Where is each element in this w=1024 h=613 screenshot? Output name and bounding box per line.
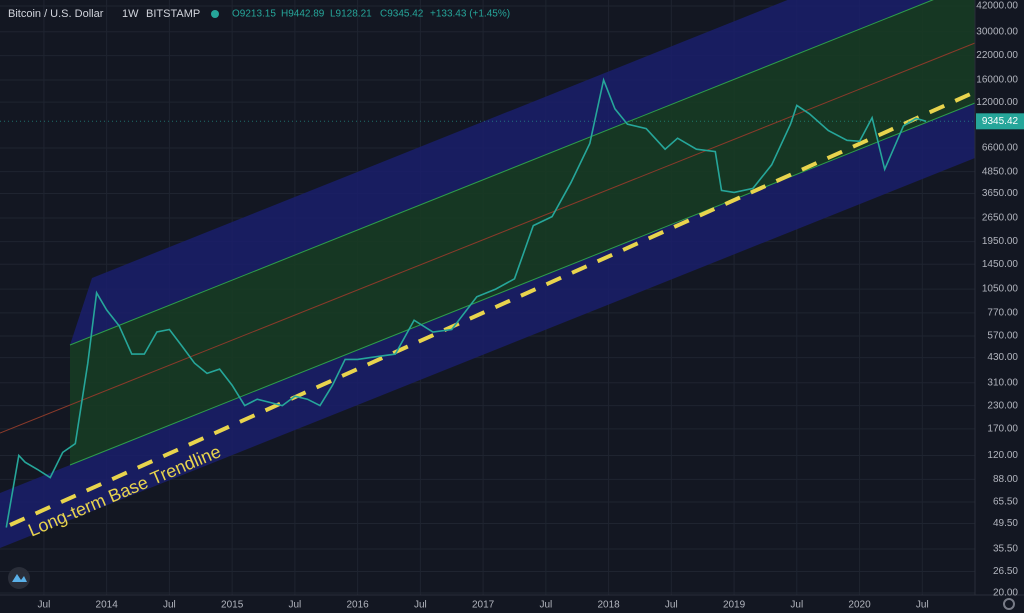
y-tick-label: 26.50 xyxy=(993,566,1018,577)
y-tick-label: 1950.00 xyxy=(982,236,1019,247)
y-tick-label: 88.00 xyxy=(993,474,1018,485)
trendline xyxy=(9,90,976,527)
x-tick-label: 2015 xyxy=(221,600,244,611)
y-tick-label: 170.00 xyxy=(987,423,1018,434)
y-tick-label: 12000.00 xyxy=(976,97,1018,108)
y-tick-label: 3650.00 xyxy=(982,188,1019,199)
logo-icon xyxy=(12,574,27,582)
y-tick-label: 430.00 xyxy=(987,352,1018,363)
x-tick-label: 2020 xyxy=(848,600,871,611)
y-tick-label: 65.50 xyxy=(993,497,1018,508)
y-tick-label: 22000.00 xyxy=(976,50,1018,61)
ohlc-change: +133.43 (+1.45%) xyxy=(430,9,510,20)
y-tick-label: 35.50 xyxy=(993,544,1018,555)
status-dot xyxy=(211,10,219,18)
y-tick-label: 1050.00 xyxy=(982,284,1019,295)
y-tick-label: 120.00 xyxy=(987,450,1018,461)
exchange: BITSTAMP xyxy=(146,8,200,20)
y-tick-label: 770.00 xyxy=(987,308,1018,319)
x-tick-label: Jul xyxy=(665,600,678,611)
x-tick-label: Jul xyxy=(790,600,803,611)
ohlc-open: O9213.15 xyxy=(232,9,276,20)
y-tick-label: 49.50 xyxy=(993,518,1018,529)
y-tick-label: 6600.00 xyxy=(982,143,1019,154)
x-tick-label: Jul xyxy=(288,600,301,611)
y-tick-label: 4850.00 xyxy=(982,166,1019,177)
channel-line xyxy=(69,0,934,346)
middle-channel-band xyxy=(70,0,975,465)
y-tick-label: 230.00 xyxy=(987,400,1018,411)
x-tick-label: Jul xyxy=(916,600,929,611)
price-line xyxy=(5,77,927,528)
y-tick-label: 1450.00 xyxy=(982,259,1019,270)
price-axis xyxy=(975,0,1024,613)
y-tick-label: 310.00 xyxy=(987,377,1018,388)
plot xyxy=(0,77,975,528)
channel-line xyxy=(69,102,976,466)
axis-labels: 42000.00 30000.00 22000.00 16000.00 12000.00… xyxy=(38,1,1024,611)
x-tick-label: Jul xyxy=(539,600,552,611)
x-tick-label: Jul xyxy=(38,600,51,611)
x-tick-label: Jul xyxy=(163,600,176,611)
x-tick-label: 2018 xyxy=(597,600,620,611)
x-tick-label: Jul xyxy=(414,600,427,611)
last-price-label: 9345.42 xyxy=(982,116,1019,127)
x-tick-label: 2017 xyxy=(472,600,495,611)
y-tick-label: 20.00 xyxy=(993,588,1018,599)
ohlc-close: C9345.42 xyxy=(380,9,424,20)
x-tick-label: 2019 xyxy=(723,600,746,611)
settings-button[interactable] xyxy=(1003,598,1015,610)
x-tick-label: 2014 xyxy=(96,600,119,611)
interval: 1W xyxy=(122,8,139,20)
last-price-tag xyxy=(976,113,1024,130)
y-tick-label: 570.00 xyxy=(987,331,1018,342)
y-tick-label: 16000.00 xyxy=(976,75,1018,86)
x-tick-label: 2016 xyxy=(347,600,370,611)
symbol: Bitcoin / U.S. Dollar xyxy=(8,8,104,20)
y-tick-label: 42000.00 xyxy=(976,1,1018,12)
channel-midline xyxy=(0,42,976,434)
lower-channel-band xyxy=(0,103,975,548)
ohlc-low: L9128.21 xyxy=(330,9,372,20)
ohlc-high: H9442.89 xyxy=(281,9,325,20)
y-tick-label: 30000.00 xyxy=(976,26,1018,37)
y-tick-label: 2650.00 xyxy=(982,213,1019,224)
